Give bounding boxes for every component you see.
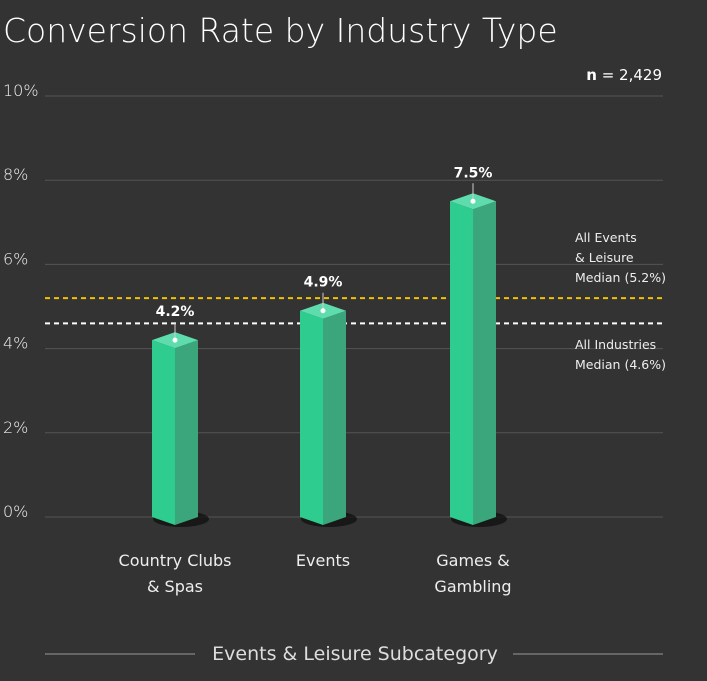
bar-side [473, 201, 496, 525]
value-label: 4.9% [304, 275, 343, 291]
y-tick-label: 6% [3, 249, 28, 268]
sample-size: n = 2,429 [586, 66, 662, 84]
bar-front [300, 310, 323, 525]
reference-label: All Events & Leisure Median (5.2%) [575, 230, 666, 286]
bar [450, 193, 507, 527]
value-label: 7.5% [454, 165, 493, 181]
label-dot [320, 308, 326, 314]
value-label: 4.2% [156, 304, 195, 320]
y-tick-label: 2% [3, 418, 28, 437]
bar-side [323, 310, 346, 525]
x-tick-label: Events [295, 551, 351, 570]
chart-title: Conversion Rate by Industry Type [3, 11, 558, 50]
reference-label: All Industries Median (4.6%) [575, 337, 666, 373]
note-value: = 2,429 [602, 66, 662, 84]
bar-front [152, 340, 175, 525]
note-label: n [586, 66, 597, 84]
y-tick-label: 10% [3, 81, 39, 100]
x-tick-label: Country Clubs & Spas [118, 551, 232, 596]
bar [152, 332, 209, 527]
x-tick-label: Games & Gambling [434, 551, 512, 596]
label-dot [172, 337, 178, 343]
bar-side [175, 340, 198, 525]
bar-front [450, 201, 473, 525]
y-tick-label: 8% [3, 165, 28, 184]
y-tick-label: 0% [3, 502, 28, 521]
y-tick-label: 4% [3, 334, 28, 353]
label-dot [470, 198, 476, 204]
x-axis-title: Events & Leisure Subcategory [212, 643, 498, 665]
bar [300, 302, 357, 527]
